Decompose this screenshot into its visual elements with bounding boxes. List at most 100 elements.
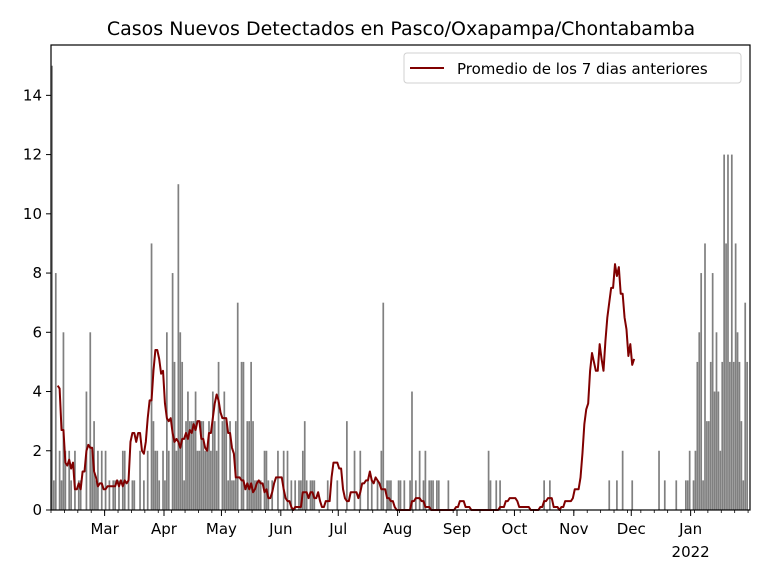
chart-title: Casos Nuevos Detectados en Pasco/Oxapamp… <box>107 18 695 40</box>
bar <box>202 421 205 510</box>
bar <box>704 243 706 510</box>
bar <box>51 65 53 510</box>
bar <box>104 450 107 510</box>
y-axis: 0 2 4 6 8 10 12 14 <box>23 86 51 519</box>
y-tick-label: 8 <box>32 264 42 282</box>
bar <box>409 480 411 510</box>
bar <box>208 421 210 510</box>
bar <box>227 480 230 510</box>
bar <box>742 480 745 510</box>
bar <box>97 450 99 510</box>
bar <box>171 273 174 510</box>
line-group <box>56 263 636 511</box>
bar <box>196 450 199 510</box>
bar <box>108 480 111 510</box>
bar <box>175 450 178 510</box>
bar <box>252 421 254 510</box>
bar <box>64 450 67 510</box>
bar <box>734 243 737 510</box>
bar <box>447 480 450 510</box>
bar <box>711 273 714 510</box>
x-tick-year-label: 2022 <box>672 543 710 561</box>
bar <box>150 243 153 510</box>
bar <box>359 450 362 510</box>
bar <box>376 480 379 510</box>
x-tick-label: Oct <box>501 520 527 538</box>
x-tick-label: Sep <box>443 520 471 538</box>
bar <box>265 450 268 510</box>
bar <box>152 421 155 510</box>
bar <box>100 450 103 510</box>
bar <box>240 361 243 510</box>
bar <box>233 480 235 510</box>
bar <box>190 421 193 510</box>
bar <box>225 421 228 510</box>
bar <box>257 480 260 510</box>
bar <box>89 332 92 510</box>
bar <box>675 480 678 510</box>
bar <box>631 480 634 510</box>
bar <box>430 480 432 510</box>
bar <box>380 450 383 510</box>
bar <box>702 480 704 510</box>
bar <box>692 480 695 510</box>
bar <box>428 480 431 510</box>
bar <box>183 480 185 510</box>
bar <box>658 450 660 510</box>
bar <box>301 450 304 510</box>
bar <box>146 450 149 510</box>
bar <box>688 450 691 510</box>
x-tick-label: Mar <box>90 520 119 538</box>
bar <box>730 154 733 510</box>
bar <box>206 450 208 510</box>
x-tick-label: Apr <box>151 520 178 538</box>
x-tick-label: Dec <box>617 520 646 538</box>
bar <box>213 421 216 510</box>
plot-frame <box>50 44 751 511</box>
bar <box>399 480 402 510</box>
x-tick-label: May <box>206 520 237 538</box>
bar <box>79 480 82 510</box>
bar <box>727 154 729 510</box>
bar <box>713 391 716 510</box>
bar <box>382 302 385 510</box>
bar <box>167 450 170 510</box>
bar <box>294 480 297 510</box>
bar <box>246 421 249 510</box>
bar <box>70 480 72 510</box>
bar <box>179 332 182 510</box>
bar <box>499 480 501 510</box>
bar <box>326 480 329 510</box>
bar <box>436 480 438 510</box>
bar <box>732 361 735 510</box>
bar <box>370 480 373 510</box>
bar <box>353 450 356 510</box>
bar <box>286 450 289 510</box>
bar <box>192 421 195 510</box>
bar <box>215 450 218 510</box>
bar <box>738 361 741 510</box>
bar <box>616 480 618 510</box>
bar <box>390 480 392 510</box>
bar <box>414 480 417 510</box>
bar <box>744 302 747 510</box>
bar <box>723 154 726 510</box>
x-tick-label: Jul <box>328 520 347 538</box>
bar <box>162 450 164 510</box>
bar <box>204 450 207 510</box>
bar <box>143 480 145 510</box>
bar <box>68 450 71 510</box>
bar <box>164 480 166 510</box>
bar <box>719 450 722 510</box>
legend: Promedio de los 7 dias anteriores <box>403 52 742 84</box>
bar <box>549 480 551 510</box>
bar <box>112 480 115 510</box>
bar <box>166 332 168 510</box>
bar <box>77 480 80 510</box>
bar <box>177 184 180 510</box>
bar <box>346 421 348 510</box>
legend-box <box>403 52 742 84</box>
bar <box>217 361 220 510</box>
bar <box>133 480 136 510</box>
bar <box>495 480 498 510</box>
